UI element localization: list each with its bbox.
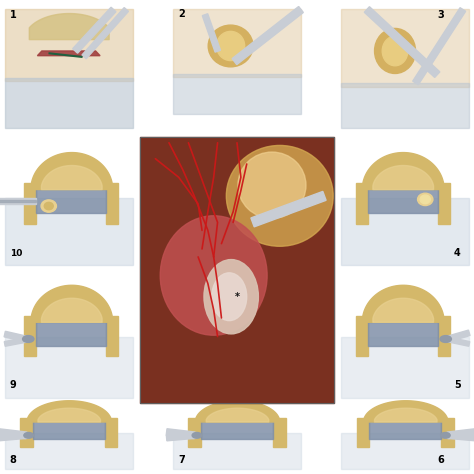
Text: 10: 10	[10, 248, 22, 257]
Text: *: *	[235, 292, 239, 302]
Ellipse shape	[44, 202, 53, 210]
Polygon shape	[341, 403, 469, 469]
Polygon shape	[201, 421, 273, 439]
Polygon shape	[447, 429, 474, 438]
Polygon shape	[5, 78, 133, 128]
Text: 9: 9	[10, 380, 17, 390]
Polygon shape	[0, 198, 36, 204]
Polygon shape	[173, 9, 301, 77]
Text: 1: 1	[10, 10, 17, 20]
Ellipse shape	[440, 336, 451, 342]
Text: 2: 2	[178, 9, 185, 19]
Ellipse shape	[24, 432, 33, 438]
Ellipse shape	[23, 336, 34, 342]
Polygon shape	[341, 198, 469, 265]
Polygon shape	[36, 189, 106, 213]
Polygon shape	[273, 418, 285, 447]
Polygon shape	[106, 316, 118, 356]
Ellipse shape	[192, 432, 201, 438]
Polygon shape	[341, 9, 469, 87]
Polygon shape	[5, 198, 133, 265]
Polygon shape	[356, 316, 368, 356]
Polygon shape	[4, 331, 27, 342]
Text: 5: 5	[454, 380, 461, 390]
Text: 7: 7	[178, 455, 185, 465]
Ellipse shape	[212, 273, 246, 320]
Polygon shape	[5, 337, 133, 398]
Polygon shape	[232, 7, 303, 64]
Polygon shape	[166, 432, 197, 441]
Polygon shape	[173, 74, 301, 114]
Ellipse shape	[41, 200, 56, 212]
Polygon shape	[140, 137, 334, 403]
Polygon shape	[173, 433, 301, 469]
Polygon shape	[447, 330, 470, 342]
Polygon shape	[0, 432, 29, 441]
Polygon shape	[173, 403, 301, 469]
Polygon shape	[5, 433, 133, 469]
Polygon shape	[369, 421, 441, 439]
Polygon shape	[438, 316, 450, 356]
Polygon shape	[189, 418, 201, 447]
Polygon shape	[33, 421, 105, 439]
Polygon shape	[173, 9, 301, 114]
Ellipse shape	[374, 28, 416, 73]
Polygon shape	[105, 418, 117, 447]
Polygon shape	[341, 433, 469, 469]
Polygon shape	[365, 7, 440, 77]
Polygon shape	[0, 200, 36, 202]
Ellipse shape	[238, 152, 306, 219]
Polygon shape	[82, 8, 128, 59]
Polygon shape	[106, 183, 118, 224]
Polygon shape	[441, 418, 454, 447]
Polygon shape	[341, 275, 469, 398]
Polygon shape	[341, 337, 469, 398]
Text: 6: 6	[437, 455, 444, 465]
Polygon shape	[445, 432, 474, 441]
Polygon shape	[368, 322, 438, 346]
Polygon shape	[37, 51, 100, 56]
Polygon shape	[356, 183, 368, 224]
Polygon shape	[4, 337, 31, 346]
Polygon shape	[73, 7, 116, 53]
Polygon shape	[438, 183, 450, 224]
Bar	[140, 137, 334, 403]
Polygon shape	[166, 429, 195, 438]
Polygon shape	[0, 429, 27, 438]
Ellipse shape	[418, 193, 433, 206]
Polygon shape	[5, 275, 133, 398]
Polygon shape	[5, 9, 133, 81]
Polygon shape	[5, 142, 133, 265]
Polygon shape	[36, 322, 106, 346]
Polygon shape	[445, 337, 470, 346]
Polygon shape	[341, 9, 469, 128]
Text: 4: 4	[454, 247, 461, 257]
Ellipse shape	[208, 25, 253, 67]
Text: 8: 8	[10, 455, 17, 465]
Ellipse shape	[226, 146, 333, 246]
Polygon shape	[20, 418, 33, 447]
Polygon shape	[341, 142, 469, 265]
Ellipse shape	[382, 36, 408, 66]
Polygon shape	[24, 183, 36, 224]
Ellipse shape	[160, 216, 267, 335]
Ellipse shape	[204, 260, 258, 334]
Polygon shape	[202, 14, 220, 52]
Ellipse shape	[217, 31, 245, 61]
Polygon shape	[24, 316, 36, 356]
Text: 3: 3	[437, 10, 444, 20]
Polygon shape	[5, 403, 133, 469]
Polygon shape	[5, 9, 133, 128]
Polygon shape	[368, 189, 438, 213]
Polygon shape	[413, 8, 465, 85]
Ellipse shape	[441, 432, 450, 438]
Polygon shape	[341, 83, 469, 128]
Ellipse shape	[420, 195, 430, 204]
Polygon shape	[357, 418, 369, 447]
Polygon shape	[251, 191, 326, 227]
